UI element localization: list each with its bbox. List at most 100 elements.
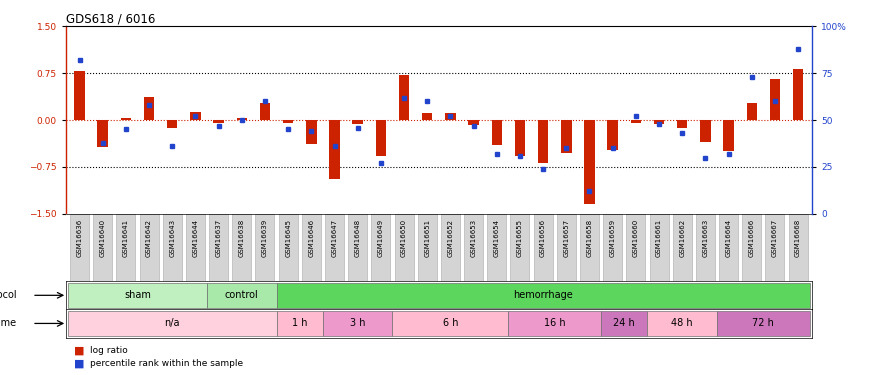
Text: control: control xyxy=(225,290,259,300)
Text: GSM16664: GSM16664 xyxy=(725,219,732,257)
Text: GSM16661: GSM16661 xyxy=(656,219,662,257)
Text: GSM16640: GSM16640 xyxy=(100,219,106,257)
Text: GSM16643: GSM16643 xyxy=(169,219,175,257)
Bar xyxy=(209,214,228,281)
Bar xyxy=(260,102,270,120)
Bar xyxy=(236,117,247,120)
Bar xyxy=(561,120,571,153)
Bar xyxy=(278,214,298,281)
Text: GSM16656: GSM16656 xyxy=(540,219,546,257)
Bar xyxy=(348,214,367,281)
Bar xyxy=(190,112,200,120)
Bar xyxy=(302,214,321,281)
Text: 24 h: 24 h xyxy=(613,318,635,328)
Bar xyxy=(534,214,553,281)
Bar xyxy=(677,120,688,128)
Bar xyxy=(371,214,390,281)
Bar xyxy=(323,311,393,336)
Bar xyxy=(353,120,363,124)
Text: sham: sham xyxy=(124,290,150,300)
Bar xyxy=(186,214,205,281)
Bar xyxy=(538,120,549,162)
Text: GSM16668: GSM16668 xyxy=(795,219,802,257)
Text: GSM16644: GSM16644 xyxy=(192,219,199,257)
Bar xyxy=(468,120,479,125)
Text: GSM16639: GSM16639 xyxy=(262,219,268,257)
Bar xyxy=(214,120,224,123)
Bar xyxy=(746,102,757,120)
Bar xyxy=(464,214,483,281)
Bar xyxy=(508,311,601,336)
Bar xyxy=(649,214,668,281)
Text: GSM16650: GSM16650 xyxy=(401,219,407,257)
Text: GSM16646: GSM16646 xyxy=(308,219,314,257)
Bar xyxy=(742,214,761,281)
Bar xyxy=(70,214,89,281)
Bar xyxy=(631,120,641,123)
Bar xyxy=(487,214,507,281)
Bar xyxy=(724,120,734,151)
Bar xyxy=(163,214,182,281)
Text: ■: ■ xyxy=(74,346,85,355)
Text: 16 h: 16 h xyxy=(544,318,565,328)
Text: GSM16648: GSM16648 xyxy=(354,219,360,257)
Bar xyxy=(276,311,323,336)
Text: 72 h: 72 h xyxy=(752,318,774,328)
Bar xyxy=(793,69,803,120)
Bar xyxy=(603,214,622,281)
Bar xyxy=(445,112,456,120)
Text: protocol: protocol xyxy=(0,290,18,300)
Bar xyxy=(167,120,178,128)
Text: 1 h: 1 h xyxy=(292,318,307,328)
Bar xyxy=(395,214,414,281)
Text: time: time xyxy=(0,318,18,328)
Bar xyxy=(580,214,599,281)
Bar xyxy=(654,120,664,124)
Text: GSM16642: GSM16642 xyxy=(146,219,152,257)
Bar xyxy=(140,214,158,281)
Bar xyxy=(700,120,710,142)
Bar xyxy=(766,214,784,281)
Text: GSM16653: GSM16653 xyxy=(471,219,477,257)
Bar xyxy=(422,112,432,120)
Text: GSM16657: GSM16657 xyxy=(564,219,570,257)
Text: log ratio: log ratio xyxy=(90,346,128,355)
Text: GSM16654: GSM16654 xyxy=(493,219,500,257)
Bar xyxy=(116,214,136,281)
Text: hemorrhage: hemorrhage xyxy=(514,290,573,300)
Bar xyxy=(770,80,780,120)
Bar xyxy=(207,283,276,308)
Bar xyxy=(607,120,618,150)
Bar xyxy=(121,117,131,120)
Bar xyxy=(393,311,508,336)
Text: GDS618 / 6016: GDS618 / 6016 xyxy=(66,12,155,25)
Bar xyxy=(788,214,808,281)
Text: GSM16645: GSM16645 xyxy=(285,219,291,257)
Text: GSM16667: GSM16667 xyxy=(772,219,778,257)
Bar xyxy=(276,283,809,308)
Text: GSM16641: GSM16641 xyxy=(123,219,129,257)
Text: GSM16647: GSM16647 xyxy=(332,219,338,257)
Text: GSM16666: GSM16666 xyxy=(749,219,755,257)
Bar xyxy=(626,214,646,281)
Bar xyxy=(556,214,576,281)
Text: GSM16660: GSM16660 xyxy=(633,219,639,257)
Text: GSM16649: GSM16649 xyxy=(378,219,384,257)
Text: percentile rank within the sample: percentile rank within the sample xyxy=(90,359,243,368)
Text: GSM16662: GSM16662 xyxy=(679,219,685,257)
Text: GSM16659: GSM16659 xyxy=(610,219,616,257)
Bar xyxy=(584,120,595,204)
Text: GSM16638: GSM16638 xyxy=(239,219,245,257)
Text: GSM16637: GSM16637 xyxy=(215,219,221,257)
Text: GSM16652: GSM16652 xyxy=(447,219,453,257)
Bar xyxy=(648,311,717,336)
Bar xyxy=(68,311,276,336)
Bar xyxy=(232,214,251,281)
Bar xyxy=(97,120,108,147)
Text: GSM16651: GSM16651 xyxy=(424,219,430,257)
Bar xyxy=(68,283,207,308)
Text: 48 h: 48 h xyxy=(671,318,693,328)
Text: n/a: n/a xyxy=(164,318,180,328)
Bar xyxy=(417,214,437,281)
Bar xyxy=(719,214,738,281)
